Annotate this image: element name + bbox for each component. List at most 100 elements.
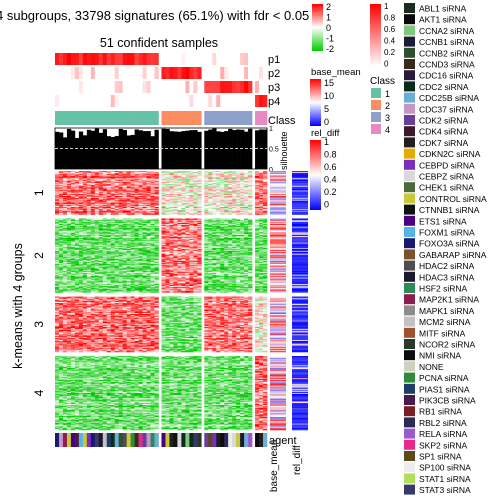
heatmap-cell	[228, 175, 233, 177]
heatmap-cell	[82, 198, 88, 200]
heatmap-cell	[193, 226, 198, 229]
heatmap-cell	[62, 207, 68, 209]
heatmap-cell	[78, 234, 84, 236]
heatmap-cell	[98, 224, 104, 227]
heatmap-cell	[118, 189, 123, 191]
heatmap-cell	[134, 209, 139, 212]
heatmap-cell	[114, 204, 119, 206]
heatmap-cell	[86, 208, 92, 211]
heatmap-cell	[58, 212, 64, 214]
prob-cell-p4	[122, 95, 127, 107]
heatmap-cell	[228, 190, 233, 192]
heatmap-cell	[122, 222, 127, 224]
prob-cell-p1	[232, 53, 237, 65]
heatmap-cell	[138, 230, 143, 232]
heatmap-cell	[138, 194, 143, 196]
heatmap-cell	[74, 230, 80, 232]
heatmap-cell	[259, 206, 264, 208]
heatmap-cell	[185, 234, 190, 236]
heatmap-cell	[240, 183, 245, 185]
heatmap-cell	[130, 205, 135, 207]
heatmap-cell	[248, 187, 253, 189]
heatmap-cell	[102, 218, 108, 220]
heatmap-cell	[134, 224, 139, 227]
heatmap-cell	[55, 205, 60, 207]
heatmap-cell	[197, 207, 202, 209]
heatmap-cell	[118, 197, 123, 200]
heatmap-cell	[154, 210, 159, 213]
heatmap-cell	[122, 198, 127, 200]
heatmap-cell	[106, 192, 112, 194]
heatmap-cell	[248, 178, 253, 180]
heatmap-cell	[86, 236, 92, 238]
heatmap-cell	[208, 201, 213, 203]
heatmap-cell	[197, 242, 202, 244]
heatmap-cell	[118, 210, 123, 213]
heatmap-cell	[86, 210, 92, 213]
heatmap-cell	[208, 210, 213, 213]
heatmap-cell	[240, 199, 245, 201]
heatmap-cell	[204, 182, 209, 184]
prob-cell-p1	[181, 53, 186, 65]
prob-cell-p4	[189, 95, 194, 107]
heatmap-cell	[208, 225, 213, 228]
heatmap-cell	[212, 236, 217, 239]
heatmap-cell	[204, 233, 209, 235]
heatmap-cell	[94, 232, 100, 234]
heatmap-cell	[263, 206, 268, 208]
heatmap-cell	[55, 184, 60, 187]
heatmap-cell	[150, 227, 155, 229]
heatmap-cell	[150, 191, 155, 193]
heatmap-cell	[259, 188, 264, 190]
heatmap-cell	[185, 243, 190, 245]
heatmap-cell	[216, 184, 221, 187]
heatmap-cell	[74, 198, 80, 200]
heatmap-cell	[244, 202, 249, 204]
heatmap-cell	[193, 227, 198, 229]
heatmap-cell	[114, 173, 119, 176]
heatmap-cell	[220, 172, 225, 175]
prob-cell-p4	[240, 95, 245, 107]
heatmap-cell	[240, 190, 245, 192]
heatmap-cell	[216, 178, 221, 180]
heatmap-cell	[146, 225, 151, 228]
heatmap-cell	[169, 212, 174, 214]
heatmap-cell	[232, 198, 237, 200]
heatmap-cell	[90, 182, 96, 184]
heatmap-cell	[82, 201, 88, 203]
heatmap-cell	[259, 223, 264, 225]
heatmap-cell	[248, 199, 253, 201]
heatmap-cell	[66, 242, 72, 244]
class-cell	[220, 111, 225, 125]
heatmap-cell	[177, 239, 182, 241]
heatmap-cell	[134, 212, 139, 214]
heatmap-cell	[232, 197, 237, 200]
heatmap-cell	[232, 224, 237, 226]
heatmap-cell	[146, 199, 151, 201]
heatmap-cell	[86, 195, 92, 197]
heatmap-cell	[244, 186, 249, 188]
heatmap-cell	[244, 183, 249, 185]
heatmap-cell	[185, 188, 190, 190]
heatmap-cell	[173, 183, 178, 185]
heatmap-cell	[74, 207, 80, 209]
heatmap-cell	[236, 198, 241, 200]
heatmap-cell	[110, 198, 116, 200]
heatmap-cell	[106, 188, 112, 190]
heatmap-cell	[255, 208, 260, 211]
heatmap-cell	[208, 180, 213, 182]
heatmap-cell	[185, 224, 190, 226]
heatmap-cell	[98, 200, 104, 202]
heatmap-cell	[58, 230, 64, 232]
heatmap-cell	[248, 212, 253, 214]
heatmap-cell	[236, 227, 241, 229]
heatmap-cell	[240, 205, 245, 207]
heatmap-cell	[220, 212, 225, 214]
heatmap-cell	[177, 223, 182, 225]
heatmap-cell	[161, 218, 166, 220]
heatmap-cell	[177, 230, 182, 232]
heatmap-cell	[118, 237, 123, 240]
heatmap-cell	[193, 223, 198, 225]
heatmap-cell	[114, 183, 119, 186]
heatmap-cell	[130, 227, 135, 229]
